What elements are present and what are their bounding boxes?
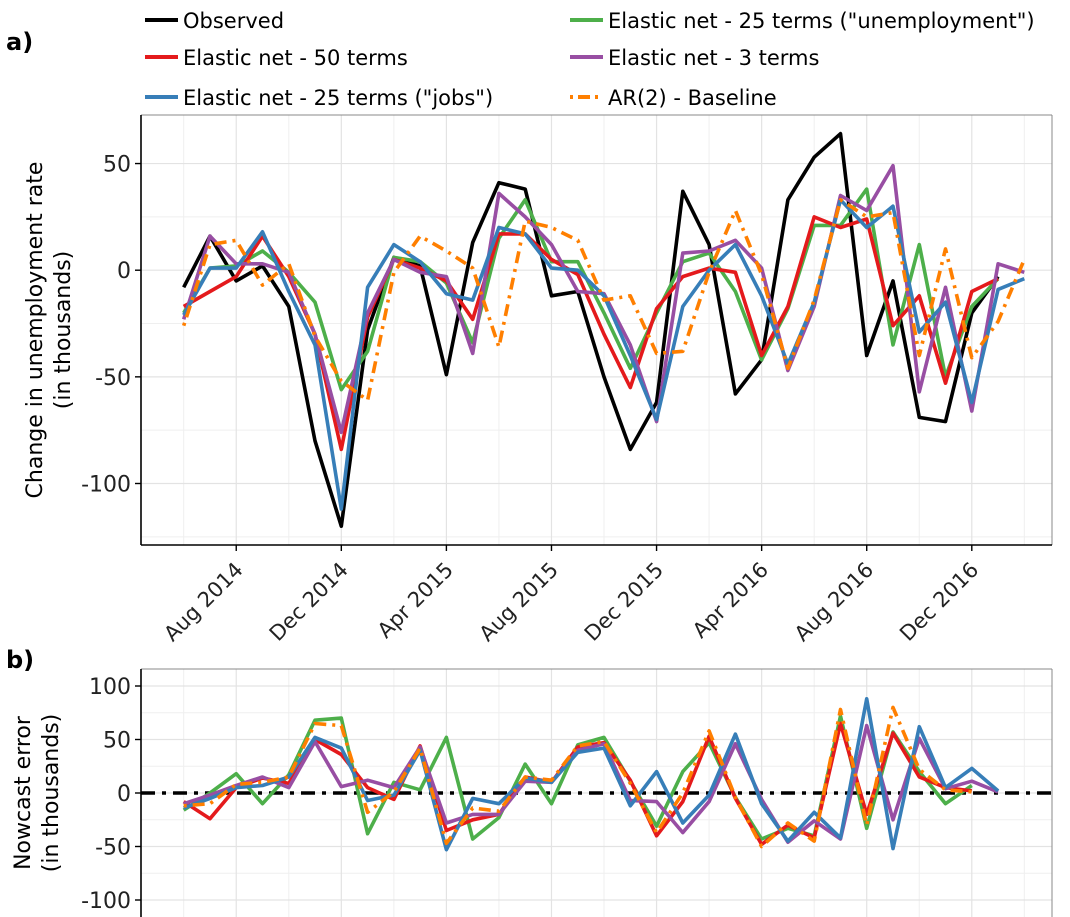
y-tick-label: 0 (117, 782, 131, 807)
panel-tag: a) (6, 28, 33, 56)
x-tick-label: Dec 2015 (580, 558, 668, 646)
legend-label: AR(2) - Baseline (608, 86, 777, 110)
y-axis-title: Nowcast error (11, 715, 36, 870)
panel-b: 100 50 0 -50 -100 Nowcast error (in thousands)… (6, 646, 1052, 917)
x-tick-label: Apr 2016 (688, 558, 773, 643)
x-tick-label: Dec 2014 (265, 558, 353, 646)
legend-item-ar-2-baseline: AR(2) - Baseline (570, 86, 777, 110)
y-tick-label: -100 (81, 473, 131, 498)
y-axis-title: (in thousands) (51, 251, 76, 410)
y-tick-label: 100 (89, 675, 131, 700)
x-tick-label: Aug 2015 (475, 558, 563, 646)
y-tick-label: 50 (103, 729, 131, 754)
x-tick-label: Apr 2015 (373, 558, 458, 643)
y-tick-label: -50 (95, 366, 131, 391)
legend-item-elastic-net-25-terms-jobs: Elastic net - 25 terms ("jobs") (145, 86, 493, 110)
panel-a: 50 0 -50 -100 Change in unemployment rate (in… (6, 28, 1052, 646)
series-group (184, 699, 998, 850)
y-tick-label: 0 (117, 259, 131, 284)
x-tick-label: Aug 2014 (159, 558, 247, 646)
legend-label: Elastic net - 50 terms (183, 46, 408, 70)
panel-tag: b) (6, 646, 34, 674)
legend-label: Elastic net - 25 terms ("jobs") (183, 86, 493, 110)
x-tick-label: Dec 2016 (895, 558, 983, 646)
y-tick-label: -100 (81, 889, 131, 914)
legend: Observed Elastic net - 25 terms ("unemplo… (145, 9, 1035, 110)
legend-item-elastic-net-25-terms-unemployment: Elastic net - 25 terms ("unemployment") (570, 9, 1035, 33)
legend-item-elastic-net-50-terms: Elastic net - 50 terms (145, 46, 408, 70)
series-line-elastic-net-25-terms-jobs (184, 699, 998, 850)
y-axis-title: Change in unemployment rate (23, 162, 48, 499)
legend-label: Elastic net - 25 terms ("unemployment") (608, 9, 1035, 33)
y-axis-title: (in thousands) (39, 714, 64, 873)
legend-label: Elastic net - 3 terms (608, 46, 819, 70)
legend-label: Observed (183, 9, 284, 33)
y-tick-label: 50 (103, 153, 131, 178)
y-tick-label: -50 (95, 836, 131, 861)
legend-item-elastic-net-3-terms: Elastic net - 3 terms (570, 46, 819, 70)
legend-item-observed: Observed (145, 9, 284, 33)
x-tick-label: Aug 2016 (790, 558, 878, 646)
